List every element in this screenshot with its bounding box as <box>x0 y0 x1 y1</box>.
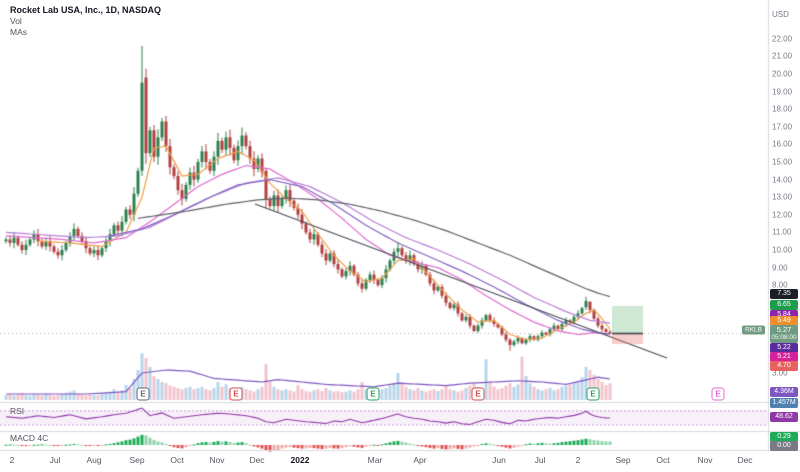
current-price-badge: 5.27 05:08:00 <box>770 325 798 343</box>
time-label-sep[interactable]: Sep <box>615 455 631 465</box>
price-axis[interactable] <box>769 0 800 450</box>
macd-pane-label[interactable]: MACD 4C <box>10 433 49 443</box>
time-label-oct[interactable]: Oct <box>656 455 670 465</box>
price-tick: 16.00 <box>772 139 793 149</box>
price-tick: 11.00 <box>772 227 792 237</box>
volume-value-badge: 1.457M <box>770 398 798 408</box>
time-label-2022[interactable]: 2022 <box>290 455 310 465</box>
price-tick: 21.00 <box>772 51 793 61</box>
earnings-event-icon[interactable]: E <box>136 387 150 401</box>
time-label-2[interactable]: 2 <box>575 455 581 465</box>
price-tick: 9.00 <box>772 263 788 273</box>
time-label-sep[interactable]: Sep <box>129 455 145 465</box>
price-tick: 12.00 <box>772 210 793 220</box>
symbol-title[interactable]: Rocket Lab USA, Inc., 1D, NASDAQ <box>10 5 162 15</box>
symbol-tag: RKLB <box>742 325 765 335</box>
time-label-nov[interactable]: Nov <box>209 455 225 465</box>
price-tick: 8.00 <box>772 280 788 290</box>
price-tick: 19.00 <box>772 87 793 97</box>
bar-countdown: 05:08:00 <box>771 334 797 341</box>
volume-ma-badge: 4.36M <box>770 387 798 397</box>
price-tick: 18.00 <box>772 104 793 114</box>
indicator-mas-label[interactable]: MAs <box>10 27 27 37</box>
earnings-event-icon[interactable]: E <box>471 387 485 401</box>
price-tick: 20.00 <box>772 69 793 79</box>
time-label-oct[interactable]: Oct <box>170 455 184 465</box>
price-tick: 13.00 <box>772 192 793 202</box>
ma-orange-price-badge: 5.49 <box>770 316 798 326</box>
time-label-jul[interactable]: Jul <box>49 455 61 465</box>
price-axis-currency: USD <box>772 10 789 19</box>
earnings-event-icon[interactable]: E <box>229 387 243 401</box>
ma-darkpurple-price-badge: 5.22 <box>770 343 798 353</box>
price-tick: 22.00 <box>772 34 793 44</box>
time-label-dec[interactable]: Dec <box>249 455 265 465</box>
macd-value-badge: 0.29 <box>770 432 798 442</box>
target-price-badge: 6.65 <box>770 300 798 310</box>
time-label-nov[interactable]: Nov <box>697 455 713 465</box>
earnings-event-icon[interactable]: E <box>711 387 725 401</box>
ma-magenta-price-badge: 5.21 <box>770 352 798 362</box>
stop-price-badge: 4.70 <box>770 361 798 371</box>
rsi-pane-label[interactable]: RSI <box>10 406 25 416</box>
earnings-event-icon[interactable]: E <box>366 387 380 401</box>
rsi-value-badge: 48.62 <box>770 412 798 422</box>
time-label-jul[interactable]: Jul <box>534 455 546 465</box>
time-label-mar[interactable]: Mar <box>367 455 383 465</box>
price-tick: 10.00 <box>772 245 793 255</box>
chart-legend: Rocket Lab USA, Inc., 1D, NASDAQ Vol MAs <box>10 5 161 38</box>
time-label-jun[interactable]: Jun <box>492 455 506 465</box>
current-price-value: 5.27 <box>776 325 792 334</box>
price-tick: 14.00 <box>772 175 793 185</box>
price-tick: 17.00 <box>772 122 793 132</box>
macd-zero-badge: 0.00 <box>770 441 798 451</box>
time-label-2[interactable]: 2 <box>9 455 15 465</box>
price-tick: 3.00 <box>772 368 788 378</box>
price-tick: 15.00 <box>772 157 793 167</box>
ma-gray-price-badge: 7.35 <box>770 289 798 299</box>
ma-violet-price-badge: 5.84 <box>770 310 798 320</box>
time-label-aug[interactable]: Aug <box>86 455 102 465</box>
time-axis[interactable] <box>0 451 800 472</box>
time-label-dec[interactable]: Dec <box>737 455 753 465</box>
indicator-volume-label[interactable]: Vol <box>10 16 22 26</box>
time-label-apr[interactable]: Apr <box>413 455 427 465</box>
earnings-event-icon[interactable]: E <box>586 387 600 401</box>
